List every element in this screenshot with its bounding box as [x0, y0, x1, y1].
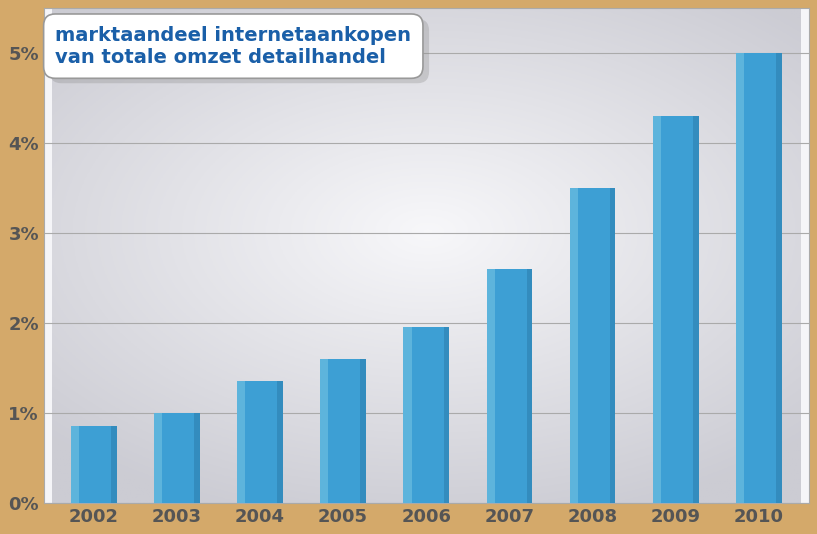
Bar — [569, 188, 578, 503]
Bar — [609, 188, 615, 503]
Bar — [111, 426, 117, 503]
Bar — [320, 359, 366, 503]
Bar — [404, 327, 449, 503]
Bar — [693, 116, 699, 503]
Bar — [653, 116, 661, 503]
Bar — [237, 381, 245, 503]
Bar — [71, 426, 117, 503]
Bar — [71, 426, 79, 503]
Bar — [486, 269, 532, 503]
Bar — [569, 188, 615, 503]
Bar — [277, 381, 283, 503]
Text: marktaandeel internetaankopen
van totale omzet detailhandel: marktaandeel internetaankopen van totale… — [61, 30, 417, 72]
Bar — [194, 413, 199, 503]
Bar — [736, 53, 782, 503]
Bar — [736, 53, 744, 503]
Bar — [154, 413, 199, 503]
Bar — [444, 327, 449, 503]
Bar — [154, 413, 163, 503]
Bar — [360, 359, 366, 503]
Bar — [653, 116, 699, 503]
Bar — [486, 269, 495, 503]
Bar — [776, 53, 782, 503]
Bar — [320, 359, 328, 503]
Text: marktaandeel internetaankopen
van totale omzet detailhandel: marktaandeel internetaankopen van totale… — [56, 26, 411, 67]
Bar — [527, 269, 532, 503]
Bar — [237, 381, 283, 503]
Bar — [404, 327, 412, 503]
